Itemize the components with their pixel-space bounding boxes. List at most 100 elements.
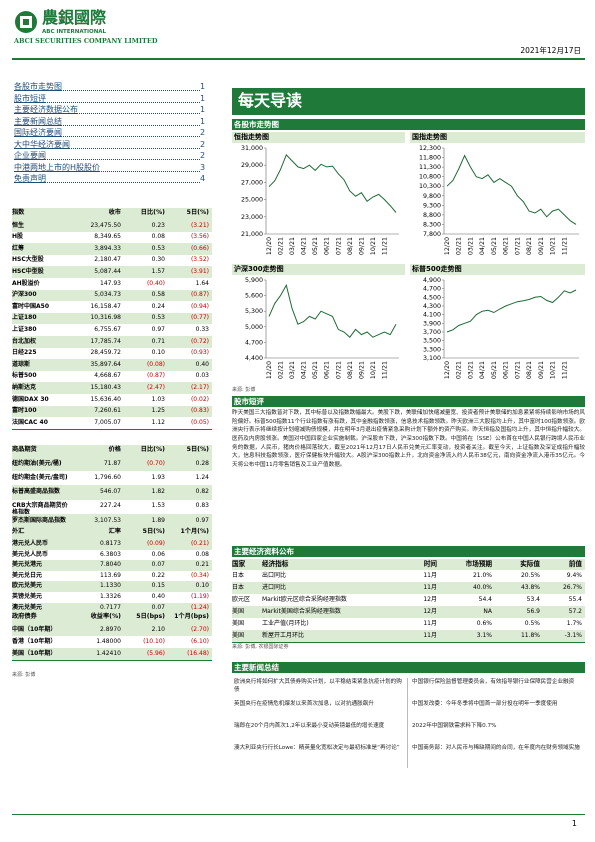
news-divider: [407, 678, 408, 768]
table-cell: 7,260.61: [94, 407, 121, 415]
table-header-bg: [12, 208, 212, 220]
news-item: 瑞郎在20个月内首次1,2年以来最小变动英镑最低的增长速度: [234, 723, 385, 729]
x-tick-label: 11/21: [561, 237, 568, 255]
table-cell: 1.24: [195, 474, 209, 482]
table-row-bg: [12, 457, 212, 472]
chart-title: 国指走势图: [412, 133, 447, 141]
y-tick-label: 25,000: [241, 197, 263, 204]
econ-row-bg: [232, 630, 585, 642]
econ-cell: 9.4%: [566, 572, 582, 579]
table-cell: 15,636.40: [90, 395, 121, 403]
table-cell: (0.77): [190, 314, 209, 322]
table-cell: (3.21): [190, 221, 209, 229]
table-cell: (0.72): [190, 337, 209, 345]
table-cell: CRB大宗商品期货价格指数: [12, 502, 68, 517]
table-header-bg: [12, 612, 212, 624]
table-cell: (10.10): [143, 637, 165, 645]
table-cell: (0.83): [190, 407, 209, 415]
table-cell: 1.42410: [96, 649, 121, 657]
chart-title: 恒指走势图: [234, 133, 269, 141]
x-tick-label: 12/20: [444, 361, 451, 379]
table-cell: 3,107.53: [94, 516, 121, 524]
x-tick-label: 04/21: [301, 237, 308, 255]
table-cell: 美国（10年期）: [12, 649, 57, 657]
table-cell: 上证380: [12, 325, 37, 333]
table-cell: 6,755.67: [94, 325, 121, 333]
table-cell: 2,180.47: [94, 256, 121, 264]
table-cell: (0.93): [190, 349, 209, 357]
news-item: 2022年中国钢铁需求料下降0.7%: [412, 723, 497, 729]
table-row-bg: [12, 513, 212, 528]
y-tick-label: 7,800: [423, 231, 441, 238]
econ-cell: 26.7%: [562, 584, 582, 591]
y-tick-label: 23,000: [241, 214, 263, 221]
table-cell: 0.40: [151, 593, 165, 601]
econ-cell: 11月: [423, 620, 437, 627]
toc-page: 1: [200, 116, 206, 126]
toc-page: 1: [200, 105, 206, 114]
table-cell: 日经225: [12, 349, 37, 357]
table-cell: HSC大型股: [12, 256, 44, 264]
econ-header: 国家: [232, 560, 246, 568]
y-tick-label: 4,500: [423, 294, 441, 301]
econ-header: 实际值: [520, 560, 540, 568]
table-header: 指数: [12, 209, 25, 216]
toc-title: 股市短评: [14, 93, 46, 103]
x-tick-label: 03/21: [289, 237, 296, 255]
y-tick-label: 31,000: [241, 145, 263, 152]
x-tick-label: 02/21: [278, 361, 285, 379]
table-cell: AH股溢价: [12, 279, 40, 287]
table-header-bg: [12, 445, 212, 457]
x-tick-label: 02/21: [278, 237, 285, 255]
table-header-bg: [12, 527, 212, 539]
x-tick-label: 10/21: [550, 237, 557, 255]
toc-title: 大中华经济要闻: [14, 139, 70, 149]
toc-leader: [14, 113, 200, 114]
table-cell: 1.93: [151, 474, 165, 482]
table-cell: 罗杰斯国际商品指数: [12, 516, 67, 524]
econ-header: 前值: [568, 560, 582, 568]
table-cell: 147.93: [100, 279, 121, 287]
econ-cell: 日本: [232, 584, 245, 591]
table-cell: 0.07: [151, 603, 165, 611]
toc-title: 各股市走势图: [14, 82, 62, 91]
table-cell: (1.24): [190, 603, 209, 611]
table-cell: 恒生: [12, 221, 25, 229]
table-cell: 道琼斯: [12, 360, 31, 368]
brand-en: ABC INTERNATIONAL: [42, 29, 107, 35]
table-rule: [12, 660, 212, 661]
econ-cell: 0.6%: [476, 620, 492, 627]
y-tick-label: 21,000: [241, 231, 263, 238]
econ-cell: 55.4: [568, 596, 582, 603]
y-tick-label: 4,700: [245, 339, 263, 346]
company: ABCI SECURITIES COMPANY LIMITED: [14, 37, 158, 45]
y-tick-label: 3,700: [423, 329, 441, 336]
table-header: 政府债券: [12, 613, 37, 620]
econ-cell: -3.1%: [564, 632, 582, 639]
table-cell: 8,349.65: [94, 233, 121, 241]
y-tick-label: 4,700: [423, 286, 441, 293]
table-cell: 1.12: [151, 418, 165, 426]
table-row-bg: [12, 382, 212, 394]
x-tick-label: 11/21: [561, 361, 568, 379]
x-tick-label: 05/21: [491, 237, 498, 255]
y-tick-label: 3,900: [423, 320, 441, 327]
x-tick-label: 08/21: [526, 237, 533, 255]
table-cell: 纽约期金(美元/盎司): [12, 474, 68, 482]
econ-header: 经济指标: [262, 560, 289, 568]
table-row-bg: [12, 312, 212, 325]
table-cell: (2.17): [190, 383, 209, 391]
table-cell: 0.30: [151, 256, 165, 264]
footer-rule: [12, 814, 585, 815]
x-tick-label: 06/21: [503, 361, 510, 379]
x-tick-label: 11/21: [381, 361, 388, 379]
x-tick-label: 08/21: [526, 361, 533, 379]
table-cell: (3.56): [190, 233, 209, 241]
x-tick-label: 04/21: [301, 361, 308, 379]
econ-cell: 美国: [232, 608, 245, 615]
table-cell: 0.33: [195, 325, 209, 333]
x-tick-label: 10/21: [550, 361, 557, 379]
news-item: 澳大利亚央行行长Lowe：精英量化宽松决定与最初标准是“再讨论”: [234, 745, 400, 751]
x-tick-label: 09/21: [358, 361, 365, 379]
table-cell: 16,158.47: [90, 302, 121, 310]
